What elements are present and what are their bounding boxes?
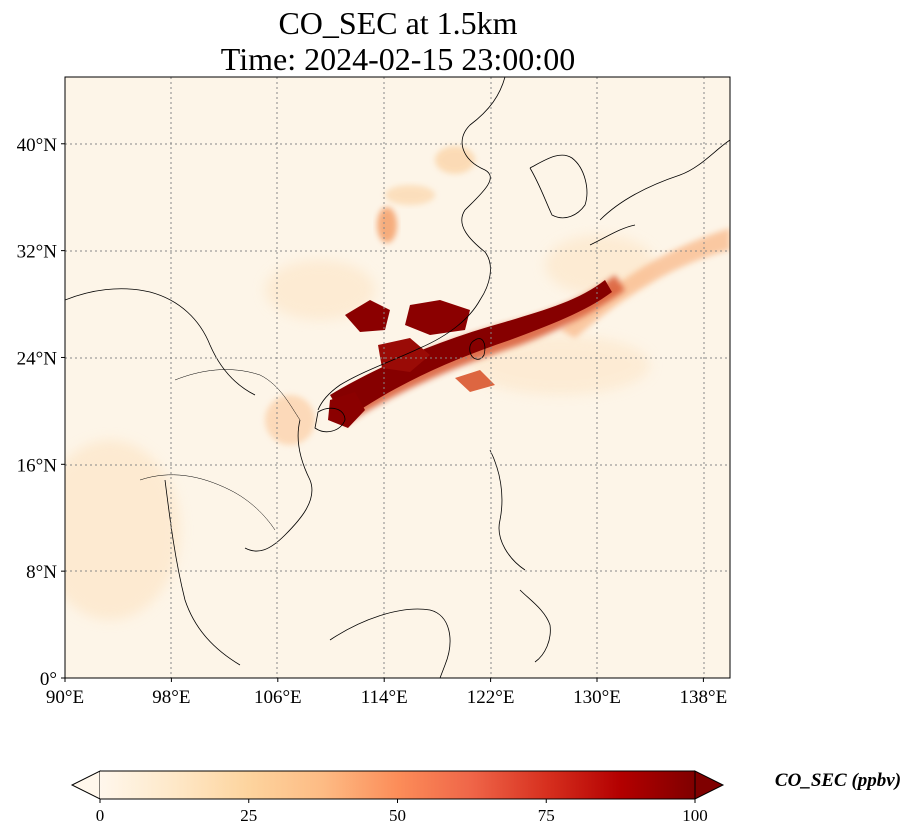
y-tick-label: 40°N xyxy=(17,135,58,156)
x-tick-label: 122°E xyxy=(467,687,515,708)
map-area xyxy=(65,77,730,678)
colorbar-tick-label: 100 xyxy=(682,806,708,825)
y-tick-label: 16°N xyxy=(17,455,58,476)
colorbar-extend-max xyxy=(694,770,725,800)
colorbar-gradient xyxy=(100,771,695,799)
x-tick-label: 138°E xyxy=(680,687,728,708)
colorbar-ticks: 0 25 50 75 100 xyxy=(96,799,708,825)
y-tick-labels: 0° 8°N 16°N 24°N 32°N 40°N xyxy=(17,135,65,690)
y-tick-label: 0° xyxy=(40,669,57,690)
colorbar-extend-min xyxy=(70,770,101,800)
colorbar-label: CO_SEC (ppbv) xyxy=(775,770,901,791)
colorbar-tick-label: 25 xyxy=(240,806,257,825)
x-tick-label: 106°E xyxy=(254,687,302,708)
x-tick-label: 98°E xyxy=(152,687,190,708)
concentration-field xyxy=(65,146,730,620)
x-tick-label: 130°E xyxy=(573,687,621,708)
x-tick-label: 90°E xyxy=(46,687,84,708)
gridlines xyxy=(65,77,730,678)
coastlines xyxy=(65,77,730,678)
y-tick-label: 32°N xyxy=(17,242,58,263)
map-frame xyxy=(64,76,731,679)
colorbar-tick-label: 0 xyxy=(96,806,105,825)
map-title-line1: CO_SEC at 1.5km xyxy=(278,5,517,41)
colorbar-tick-label: 50 xyxy=(389,806,406,825)
colorbar-tick-label: 75 xyxy=(538,806,555,825)
x-tick-labels: 90°E 98°E 106°E 114°E 122°E 130°E 138°E xyxy=(46,678,727,708)
colorbar: 0 25 50 75 100 CO_SEC (ppbv) xyxy=(70,770,901,825)
x-tick-label: 114°E xyxy=(361,687,408,708)
y-tick-label: 24°N xyxy=(17,348,58,369)
map-title-line2: Time: 2024-02-15 23:00:00 xyxy=(221,41,575,77)
y-tick-label: 8°N xyxy=(26,562,57,583)
